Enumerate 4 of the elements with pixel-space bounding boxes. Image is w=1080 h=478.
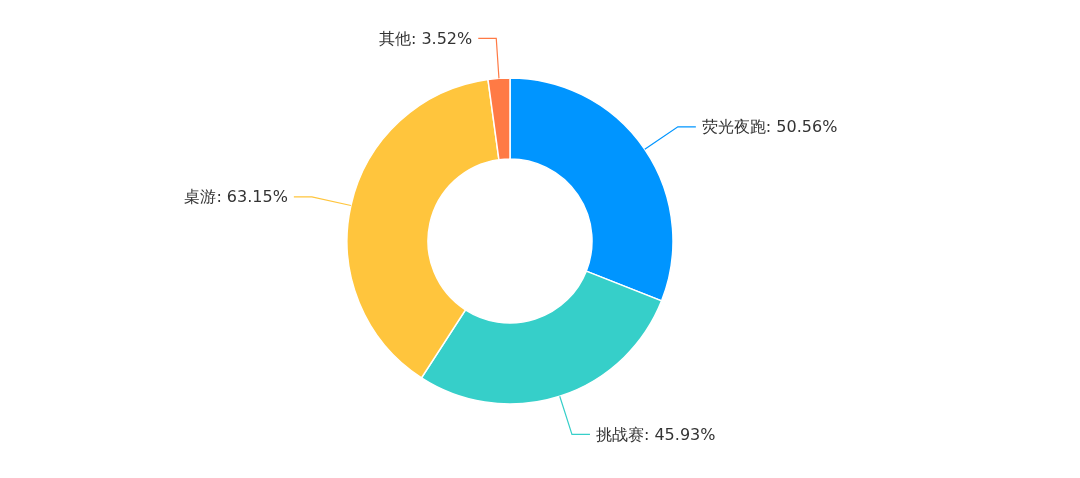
slice-label: 挑战赛: 45.93%: [595, 424, 716, 444]
slice-label: 桌游: 63.15%: [184, 187, 288, 207]
slice-label: 荧光夜跑: 50.56%: [701, 117, 838, 137]
slice-label: 其他: 3.52%: [378, 29, 473, 49]
